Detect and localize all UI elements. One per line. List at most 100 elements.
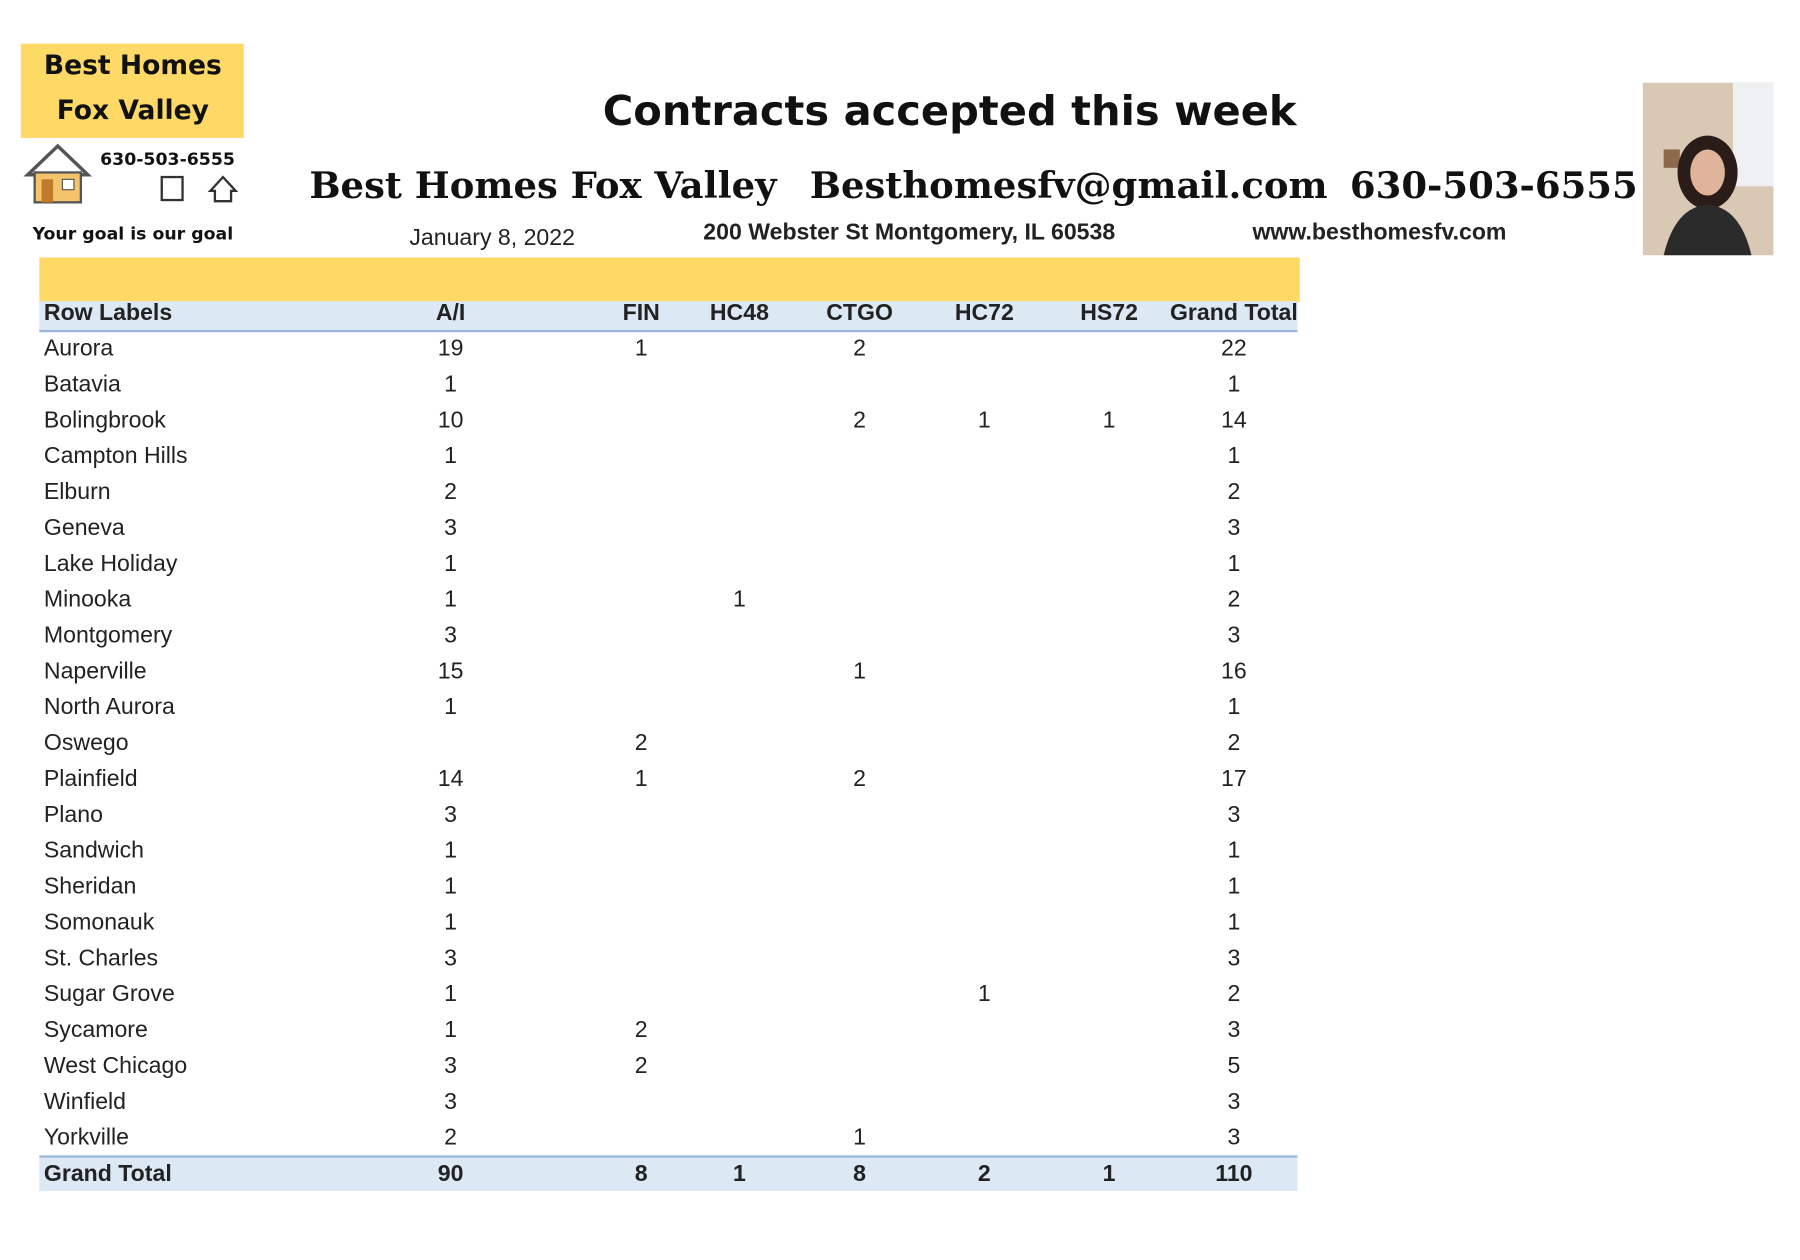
total-cell: 90 xyxy=(438,1160,464,1186)
cell: 1 xyxy=(444,980,457,1006)
row-label: Plainfield xyxy=(44,765,138,791)
cell: 3 xyxy=(444,944,457,970)
cell: 1 xyxy=(444,873,457,899)
cell: 1 xyxy=(444,909,457,935)
row-label: Lake Holiday xyxy=(44,550,178,576)
row-label: Batavia xyxy=(44,370,121,396)
cell: 1 xyxy=(978,406,991,432)
logo-line1: Best Homes xyxy=(44,50,222,81)
total-label: Grand Total xyxy=(44,1160,172,1186)
cell: 3 xyxy=(444,1052,457,1078)
logo-tagline: Your goal is our goal xyxy=(32,225,234,245)
cell: 2 xyxy=(1227,478,1240,504)
total-cell: 1 xyxy=(1103,1160,1116,1186)
row-label: Yorkville xyxy=(44,1124,129,1150)
realtor-icon xyxy=(160,175,184,202)
cell: 14 xyxy=(1221,406,1247,432)
date: January 8, 2022 xyxy=(409,224,575,250)
cell: 2 xyxy=(635,729,648,755)
column-header: HS72 xyxy=(1080,299,1138,325)
cell: 2 xyxy=(1227,729,1240,755)
row-label: Sycamore xyxy=(44,1016,148,1042)
row-label: North Aurora xyxy=(44,693,175,719)
cell: 2 xyxy=(444,1124,457,1150)
cell: 2 xyxy=(444,478,457,504)
cell: 1 xyxy=(1227,837,1240,863)
cell: 1 xyxy=(444,1016,457,1042)
logo-line2: Fox Valley xyxy=(57,95,209,126)
row-label: Minooka xyxy=(44,586,131,612)
row-header: Row Labels xyxy=(44,299,172,325)
logo-phone: 630-503-6555 xyxy=(100,150,235,170)
cell: 3 xyxy=(1227,801,1240,827)
cell: 16 xyxy=(1221,657,1247,683)
cell: 2 xyxy=(853,765,866,791)
equal-housing-icon xyxy=(207,175,239,203)
cell: 22 xyxy=(1221,335,1247,361)
cell: 2 xyxy=(1227,586,1240,612)
cell: 1 xyxy=(853,1124,866,1150)
email: Besthomesfv@gmail.com xyxy=(810,163,1328,207)
cell: 1 xyxy=(444,837,457,863)
cell: 3 xyxy=(1227,944,1240,970)
house-icon xyxy=(23,143,93,204)
cell: 1 xyxy=(1227,693,1240,719)
cell: 1 xyxy=(444,370,457,396)
cell: 1 xyxy=(1103,406,1116,432)
row-label: Plano xyxy=(44,801,103,827)
cell: 1 xyxy=(1227,873,1240,899)
cell: 1 xyxy=(1227,550,1240,576)
row-label: Campton Hills xyxy=(44,442,188,468)
column-header: HC72 xyxy=(955,299,1014,325)
row-label: Bolingbrook xyxy=(44,406,166,432)
cell: 17 xyxy=(1221,765,1247,791)
row-label: Sugar Grove xyxy=(44,980,175,1006)
company: Best Homes Fox Valley xyxy=(309,163,778,207)
cell: 2 xyxy=(635,1052,648,1078)
column-header: CTGO xyxy=(826,299,893,325)
website: www.besthomesfv.com xyxy=(1251,219,1506,245)
cell: 1 xyxy=(978,980,991,1006)
photo xyxy=(1642,82,1774,256)
cell: 1 xyxy=(1227,909,1240,935)
cell: 1 xyxy=(444,550,457,576)
row-label: Naperville xyxy=(44,657,147,683)
cell: 2 xyxy=(1227,980,1240,1006)
cell: 3 xyxy=(444,514,457,540)
total-row-bg xyxy=(39,1156,1298,1192)
cell: 1 xyxy=(1227,370,1240,396)
row-label: Elburn xyxy=(44,478,111,504)
cell: 2 xyxy=(853,406,866,432)
row-label: Somonauk xyxy=(44,909,155,935)
total-cell: 8 xyxy=(635,1160,648,1186)
total-cell: 8 xyxy=(853,1160,866,1186)
banner xyxy=(39,257,1300,303)
column-header: HC48 xyxy=(710,299,769,325)
cell: 5 xyxy=(1227,1052,1240,1078)
row-label: Winfield xyxy=(44,1088,126,1114)
cell: 3 xyxy=(1227,1088,1240,1114)
cell: 1 xyxy=(635,765,648,791)
cell: 3 xyxy=(444,622,457,648)
cell: 14 xyxy=(438,765,464,791)
cell: 3 xyxy=(1227,1124,1240,1150)
cell: 3 xyxy=(444,1088,457,1114)
address: 200 Webster St Montgomery, IL 60538 xyxy=(703,219,1115,245)
row-label: St. Charles xyxy=(44,944,158,970)
cell: 2 xyxy=(853,335,866,361)
row-label: Sheridan xyxy=(44,873,136,899)
cell: 3 xyxy=(1227,514,1240,540)
cell: 3 xyxy=(1227,1016,1240,1042)
cell: 3 xyxy=(1227,622,1240,648)
cell: 1 xyxy=(444,586,457,612)
total-cell: 2 xyxy=(978,1160,991,1186)
row-label: Sandwich xyxy=(44,837,144,863)
row-label: Oswego xyxy=(44,729,129,755)
row-label: Montgomery xyxy=(44,622,173,648)
cell: 3 xyxy=(444,801,457,827)
cell: 1 xyxy=(444,693,457,719)
total-cell: 110 xyxy=(1215,1160,1252,1186)
column-header: FIN xyxy=(623,299,660,325)
row-label: Geneva xyxy=(44,514,125,540)
